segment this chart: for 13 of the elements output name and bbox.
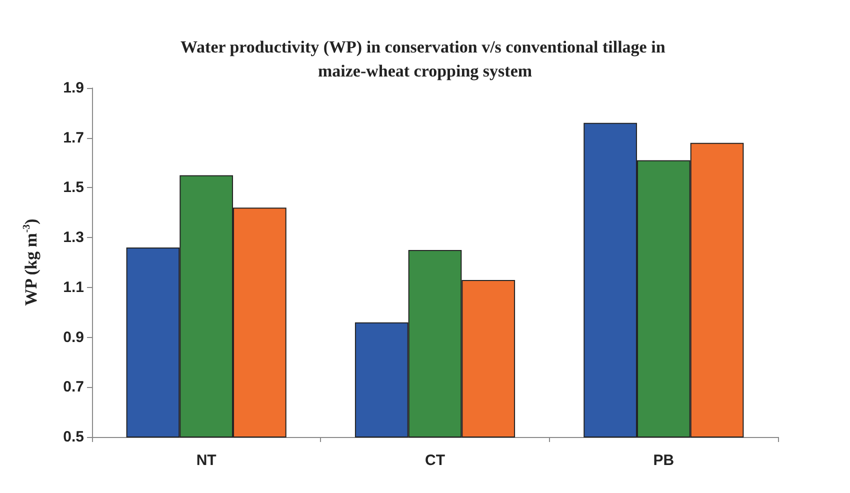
chart-title: Water productivity (WP) in conservation v/s conventional tillage in maize-wheat cropping system bbox=[180, 38, 670, 80]
y-tick-label: 1.9 bbox=[63, 80, 84, 96]
y-tick-label: 1.7 bbox=[63, 129, 84, 146]
x-tick-label: CT bbox=[425, 452, 445, 469]
y-tick-label: 1.1 bbox=[63, 278, 84, 296]
y-tick-label: 0.5 bbox=[63, 428, 84, 446]
y-tick-label: 1.3 bbox=[63, 229, 84, 246]
x-tick-label: NT bbox=[196, 452, 216, 469]
x-tick-label: PB bbox=[653, 452, 674, 469]
y-axis-title: WP (kg m-3) bbox=[22, 218, 40, 306]
y-tick-label: 1.5 bbox=[63, 179, 84, 196]
y-tick-label: 0.9 bbox=[63, 328, 84, 346]
y-tick-label: 0.7 bbox=[63, 378, 84, 396]
